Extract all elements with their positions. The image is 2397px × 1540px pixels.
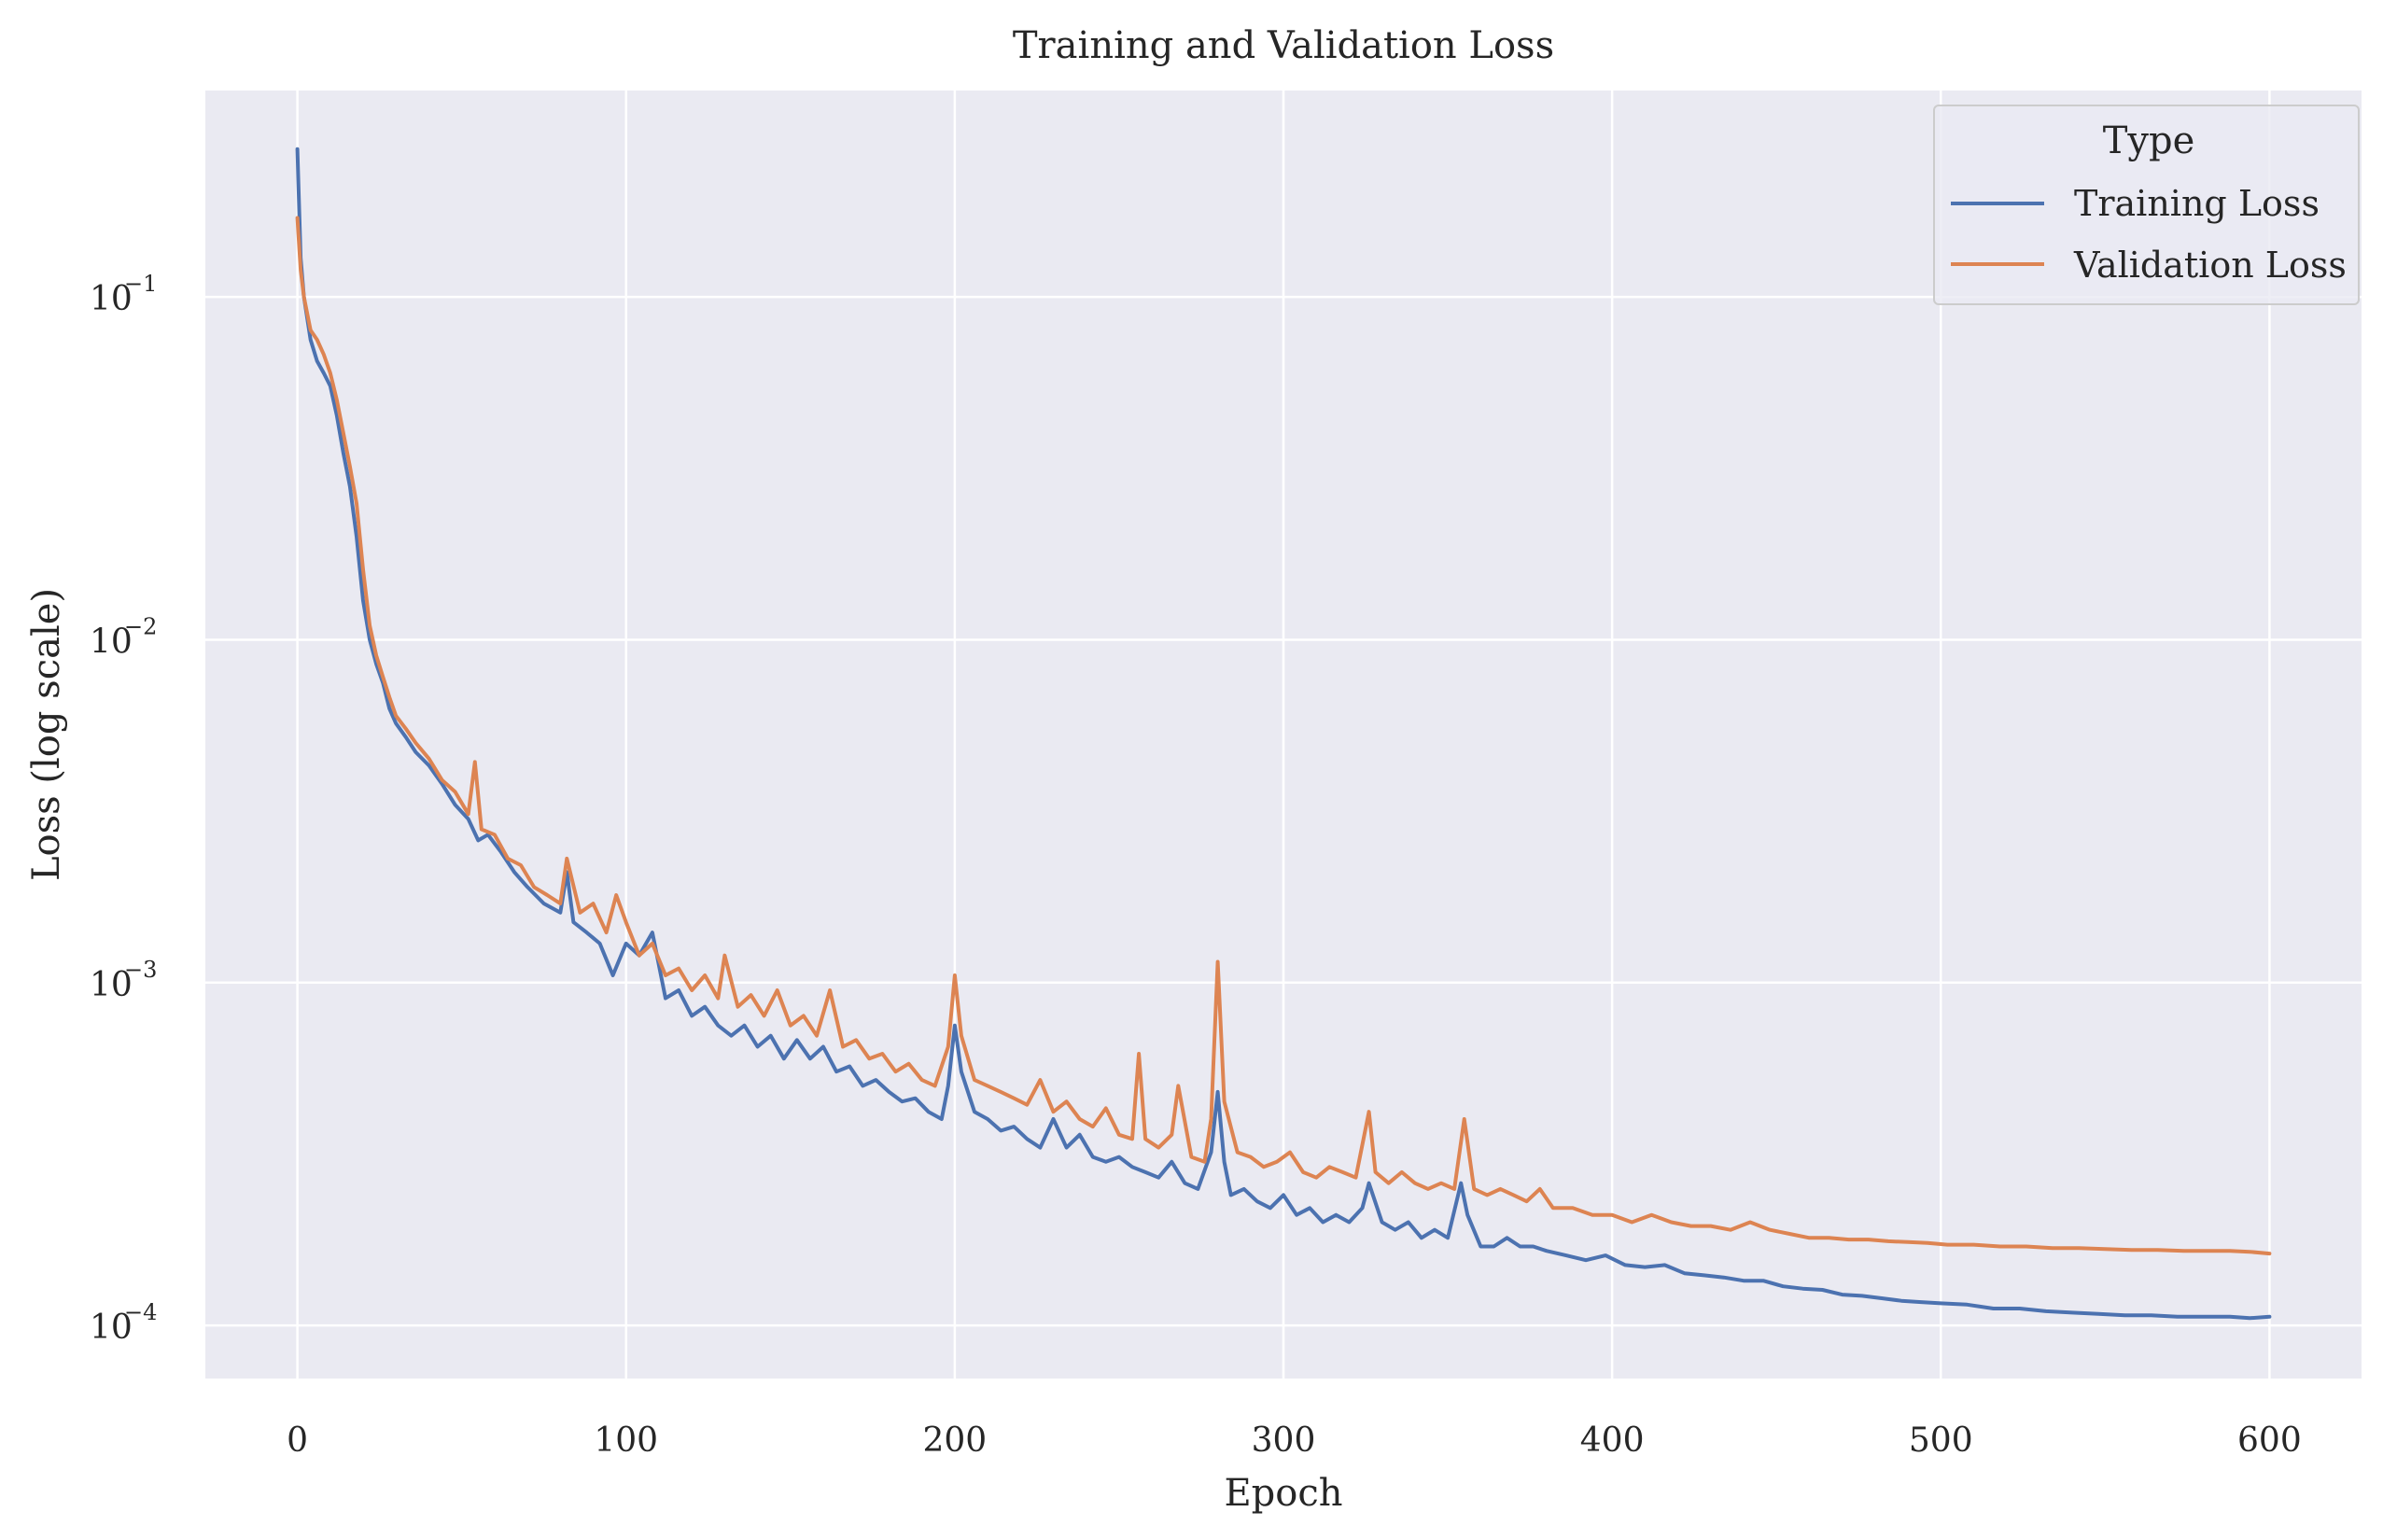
x-tick-label: 0 (287, 1421, 308, 1460)
x-tick-label: 400 (1580, 1421, 1645, 1460)
y-tick-label: 10−3 (90, 957, 157, 1004)
y-tick-exponent: −3 (124, 957, 157, 983)
y-tick-label: 10−1 (90, 271, 157, 318)
x-tick-label: 300 (1252, 1421, 1316, 1460)
x-tick-label: 600 (2237, 1421, 2302, 1460)
y-tick-label: 10−4 (90, 1299, 157, 1347)
legend-title: Type (2103, 119, 2195, 162)
x-tick-label: 200 (923, 1421, 988, 1460)
legend: Type Training Loss Validation Loss (1933, 105, 2360, 305)
x-tick-label: 100 (594, 1421, 658, 1460)
y-tick-exponent: −2 (124, 613, 157, 639)
chart-title: Training and Validation Loss (1013, 24, 1554, 67)
legend-label-training: Training Loss (2074, 183, 2320, 224)
series-line-training-loss (295, 147, 2272, 1321)
y-tick-label: 10−2 (90, 613, 157, 661)
x-axis-label: Epoch (1224, 1472, 1342, 1515)
series-line-validation-loss (295, 216, 2272, 1256)
y-tick-exponent: −4 (124, 1299, 157, 1325)
x-axis-ticks: 0 100 200 300 400 500 600 (287, 1421, 2302, 1460)
y-axis-ticks: 10−110−210−310−4 (90, 271, 157, 1347)
series-group (295, 147, 2272, 1321)
legend-box (1933, 105, 2360, 305)
y-tick-base: 10 (90, 1309, 133, 1347)
grid (205, 91, 2362, 1379)
y-tick-exponent: −1 (124, 271, 157, 297)
y-axis-label: Loss (log scale) (25, 588, 68, 881)
y-tick-base: 10 (90, 966, 133, 1004)
x-tick-label: 500 (1909, 1421, 1973, 1460)
y-tick-base: 10 (90, 623, 133, 661)
y-tick-base: 10 (90, 280, 133, 318)
legend-label-validation: Validation Loss (2073, 245, 2347, 286)
